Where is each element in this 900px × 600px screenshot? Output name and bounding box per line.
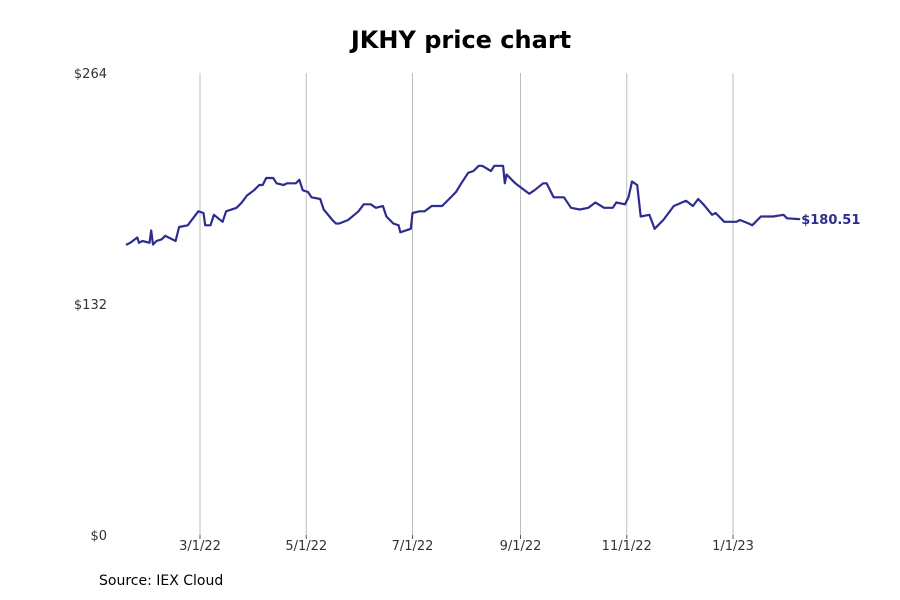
x-tick-label: 7/1/22 <box>392 539 434 554</box>
x-tick-label: 1/1/23 <box>712 539 754 554</box>
x-tick-label: 11/1/22 <box>602 539 652 554</box>
y-tick-label: $132 <box>74 298 107 313</box>
x-tick-label: 3/1/22 <box>179 539 221 554</box>
price-series-line <box>125 164 801 246</box>
last-price-label: $180.51 <box>801 213 860 228</box>
x-tick-label: 9/1/22 <box>500 539 542 554</box>
x-tick-label: 5/1/22 <box>285 539 327 554</box>
source-note: Source: IEX Cloud <box>99 573 224 589</box>
chart-title: JKHY price chart <box>350 26 572 54</box>
y-tick-label: $0 <box>90 529 107 544</box>
y-tick-label: $264 <box>74 67 107 82</box>
